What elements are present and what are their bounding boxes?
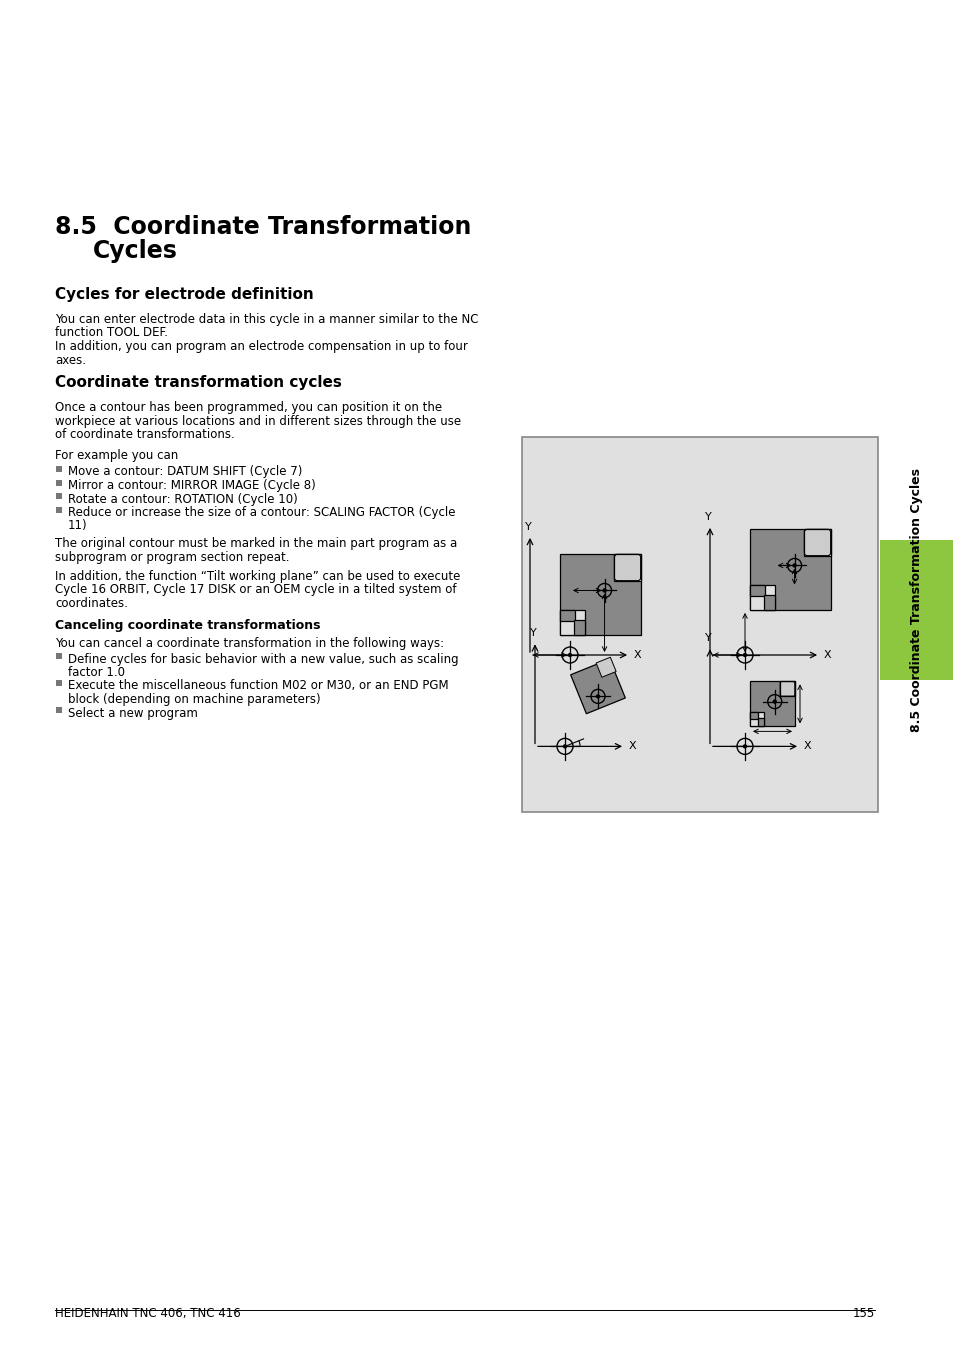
Text: 8.5  Coordinate Transformation: 8.5 Coordinate Transformation bbox=[55, 214, 471, 239]
Bar bbox=[803, 528, 830, 555]
Text: subprogram or program section repeat.: subprogram or program section repeat. bbox=[55, 550, 289, 563]
Bar bbox=[749, 712, 758, 718]
Circle shape bbox=[596, 694, 599, 698]
Text: You can enter electrode data in this cycle in a manner similar to the NC: You can enter electrode data in this cyc… bbox=[55, 313, 478, 326]
Bar bbox=[559, 609, 584, 635]
Text: 155: 155 bbox=[852, 1308, 874, 1320]
Text: Cycles: Cycles bbox=[92, 239, 177, 263]
Bar bbox=[56, 466, 62, 472]
Text: Cycles for electrode definition: Cycles for electrode definition bbox=[55, 287, 314, 302]
Bar bbox=[780, 681, 794, 697]
Circle shape bbox=[601, 588, 606, 593]
Text: You can cancel a coordinate transformation in the following ways:: You can cancel a coordinate transformati… bbox=[55, 636, 444, 650]
Bar bbox=[56, 652, 62, 659]
Text: Define cycles for basic behavior with a new value, such as scaling: Define cycles for basic behavior with a … bbox=[68, 652, 458, 666]
Text: Move a contour: DATUM SHIFT (Cycle 7): Move a contour: DATUM SHIFT (Cycle 7) bbox=[68, 465, 302, 479]
Bar bbox=[780, 681, 794, 697]
Text: Y: Y bbox=[704, 512, 711, 522]
Text: Rotate a contour: ROTATION (Cycle 10): Rotate a contour: ROTATION (Cycle 10) bbox=[68, 492, 297, 506]
Bar bbox=[574, 620, 584, 635]
Text: Canceling coordinate transformations: Canceling coordinate transformations bbox=[55, 619, 320, 631]
Circle shape bbox=[567, 652, 572, 658]
Bar bbox=[803, 528, 830, 555]
Text: Reduce or increase the size of a contour: SCALING FACTOR (Cycle: Reduce or increase the size of a contour… bbox=[68, 506, 455, 519]
Text: factor 1.0: factor 1.0 bbox=[68, 666, 125, 679]
Bar bbox=[56, 679, 62, 686]
Bar bbox=[56, 706, 62, 713]
Text: Once a contour has been programmed, you can position it on the: Once a contour has been programmed, you … bbox=[55, 400, 441, 414]
Text: block (depending on machine parameters): block (depending on machine parameters) bbox=[68, 693, 320, 706]
Circle shape bbox=[742, 744, 746, 748]
Text: Coordinate transformation cycles: Coordinate transformation cycles bbox=[55, 375, 341, 390]
Text: HEIDENHAIN TNC 406, TNC 416: HEIDENHAIN TNC 406, TNC 416 bbox=[55, 1308, 240, 1320]
Text: X: X bbox=[803, 741, 811, 751]
Text: For example you can: For example you can bbox=[55, 449, 178, 462]
Bar bbox=[749, 585, 775, 611]
Polygon shape bbox=[596, 658, 616, 677]
FancyBboxPatch shape bbox=[780, 682, 794, 696]
Text: Cycle 16 ORBIT, Cycle 17 DISK or an OEM cycle in a tilted system of: Cycle 16 ORBIT, Cycle 17 DISK or an OEM … bbox=[55, 584, 456, 597]
Text: In addition, the function “Tilt working plane” can be used to execute: In addition, the function “Tilt working … bbox=[55, 570, 460, 582]
Circle shape bbox=[742, 652, 746, 658]
Text: 11): 11) bbox=[68, 519, 88, 532]
Bar bbox=[56, 480, 62, 485]
Polygon shape bbox=[598, 659, 614, 675]
FancyBboxPatch shape bbox=[803, 530, 830, 555]
Text: X: X bbox=[823, 650, 831, 661]
Text: The original contour must be marked in the main part program as a: The original contour must be marked in t… bbox=[55, 537, 456, 550]
Bar bbox=[879, 541, 953, 679]
Bar bbox=[614, 554, 640, 581]
Text: coordinates.: coordinates. bbox=[55, 597, 128, 611]
FancyBboxPatch shape bbox=[614, 554, 640, 581]
Text: Y: Y bbox=[704, 634, 711, 643]
Bar bbox=[614, 554, 640, 581]
Text: workpiece at various locations and in different sizes through the use: workpiece at various locations and in di… bbox=[55, 414, 460, 427]
Bar bbox=[749, 681, 794, 727]
Bar bbox=[763, 594, 775, 611]
Text: X: X bbox=[628, 741, 636, 751]
Text: Select a new program: Select a new program bbox=[68, 706, 197, 720]
Bar bbox=[757, 718, 763, 727]
Circle shape bbox=[772, 700, 776, 704]
Bar bbox=[559, 554, 640, 635]
Text: Y: Y bbox=[524, 522, 531, 532]
Bar bbox=[56, 507, 62, 512]
Circle shape bbox=[562, 744, 567, 748]
Polygon shape bbox=[570, 659, 624, 713]
Text: In addition, you can program an electrode compensation in up to four: In addition, you can program an electrod… bbox=[55, 340, 467, 353]
Text: Y: Y bbox=[529, 628, 536, 639]
Bar bbox=[749, 528, 830, 611]
Text: Execute the miscellaneous function M02 or M30, or an END PGM: Execute the miscellaneous function M02 o… bbox=[68, 679, 448, 693]
Bar bbox=[749, 585, 764, 596]
Text: of coordinate transformations.: of coordinate transformations. bbox=[55, 429, 234, 441]
Circle shape bbox=[792, 563, 796, 568]
Text: function TOOL DEF.: function TOOL DEF. bbox=[55, 326, 168, 340]
Bar bbox=[521, 437, 877, 811]
Text: axes.: axes. bbox=[55, 353, 86, 367]
Text: 8.5 Coordinate Transformation Cycles: 8.5 Coordinate Transformation Cycles bbox=[909, 468, 923, 732]
Text: X: X bbox=[634, 650, 641, 661]
Text: Mirror a contour: MIRROR IMAGE (Cycle 8): Mirror a contour: MIRROR IMAGE (Cycle 8) bbox=[68, 479, 315, 492]
Bar bbox=[56, 493, 62, 499]
Bar bbox=[749, 712, 763, 727]
Bar bbox=[559, 609, 575, 621]
